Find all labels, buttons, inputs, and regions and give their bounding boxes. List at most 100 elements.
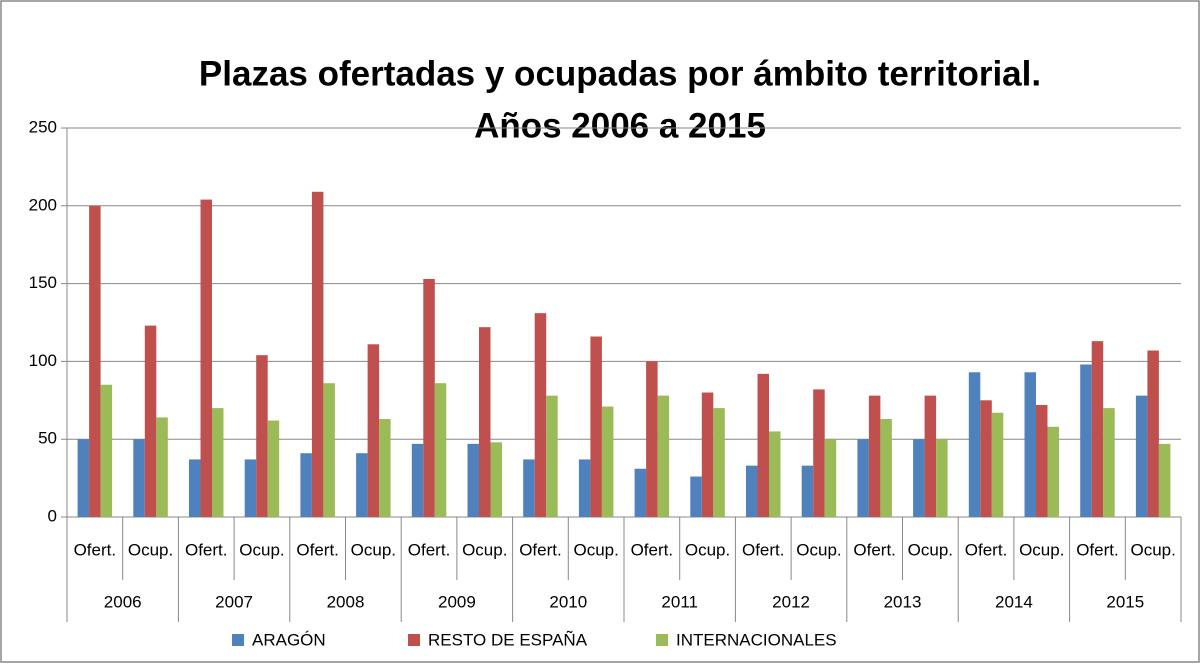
x-tick-label: Ofert. [185, 540, 228, 559]
group-label: 2012 [772, 592, 810, 611]
bar [467, 443, 479, 517]
y-tick-label: 200 [29, 195, 57, 214]
y-tick-label: 150 [29, 273, 57, 292]
group-label: 2010 [549, 592, 587, 611]
bar [379, 418, 391, 517]
bar [144, 325, 157, 517]
bar [156, 417, 168, 517]
bar [189, 459, 201, 517]
bar [968, 372, 981, 517]
x-tick-label: Ocup. [128, 540, 173, 559]
group-label: 2007 [215, 592, 253, 611]
bar [479, 327, 491, 517]
bar [701, 392, 714, 517]
bar [936, 439, 948, 517]
x-tick-label: Ocup. [908, 540, 953, 559]
legend-label: INTERNACIONALES [676, 630, 837, 649]
x-tick-label: Ofert. [1076, 540, 1119, 559]
y-tick-label: 100 [29, 351, 57, 370]
x-tick-label: Ocup. [1130, 540, 1175, 559]
bar [646, 361, 658, 517]
bar [913, 439, 925, 517]
bar [1080, 364, 1092, 517]
y-tick-label: 50 [38, 429, 57, 448]
bar [356, 453, 368, 517]
y-tick-label: 0 [48, 506, 57, 525]
x-tick-label: Ocup. [351, 540, 396, 559]
y-tick-label: 250 [29, 117, 57, 136]
bar [434, 383, 447, 517]
group-label: 2011 [661, 592, 698, 611]
bar [523, 459, 535, 517]
bar [77, 439, 90, 517]
bar [1047, 426, 1059, 517]
group-label: 2014 [995, 592, 1033, 611]
bar [746, 465, 758, 517]
x-tick-label: Ofert. [631, 540, 674, 559]
x-tick-label: Ofert. [853, 540, 896, 559]
bar [757, 373, 769, 517]
bar [200, 199, 212, 518]
bar [133, 439, 145, 517]
bar [1091, 341, 1104, 517]
x-tick-label: Ofert. [742, 540, 785, 559]
group-label: 2008 [327, 592, 365, 611]
bar [1036, 404, 1048, 517]
bar [256, 355, 268, 517]
bar [323, 383, 335, 517]
bar [713, 408, 725, 517]
bar [690, 476, 702, 517]
bar [1103, 408, 1115, 517]
bar [1158, 443, 1171, 517]
x-tick-label: Ofert. [519, 540, 562, 559]
bar [578, 459, 591, 517]
legend-swatch [408, 634, 420, 646]
bar [868, 395, 881, 517]
bar [1135, 395, 1148, 517]
bar [980, 400, 992, 517]
bar [924, 395, 937, 517]
x-tick-label: Ocup. [796, 540, 841, 559]
x-tick-label: Ocup. [462, 540, 507, 559]
bar [1024, 372, 1036, 517]
x-tick-label: Ocup. [239, 540, 284, 559]
legend-swatch [656, 634, 668, 646]
x-tick-label: Ocup. [573, 540, 618, 559]
x-tick-label: Ocup. [1019, 540, 1064, 559]
bar [534, 313, 547, 517]
bar [634, 468, 647, 517]
x-tick-label: Ofert. [296, 540, 339, 559]
bar [411, 443, 424, 517]
bar [367, 344, 380, 517]
bar [769, 431, 781, 517]
bar [300, 453, 312, 517]
bar [824, 439, 837, 517]
bar [423, 278, 435, 517]
bar [657, 395, 670, 517]
legend-swatch [232, 634, 244, 646]
x-tick-label: Ofert. [74, 540, 117, 559]
bar [601, 406, 614, 517]
bar [267, 420, 280, 517]
group-label: 2009 [438, 592, 476, 611]
group-label: 2006 [104, 592, 142, 611]
chart-title: Plazas ofertadas y ocupadas por ámbito t… [199, 54, 1041, 93]
bar [590, 336, 602, 517]
bar [857, 439, 869, 517]
chart-title: Años 2006 a 2015 [474, 106, 766, 145]
bar [311, 191, 324, 517]
bar [89, 205, 101, 518]
bar [813, 389, 825, 517]
bar [991, 412, 1004, 517]
bar [1147, 350, 1159, 517]
bar [546, 395, 558, 517]
bar [490, 442, 502, 517]
bar [100, 384, 113, 517]
bar [801, 465, 814, 517]
group-label: 2015 [1106, 592, 1144, 611]
bar [244, 459, 257, 517]
legend-label: ARAGÓN [252, 630, 326, 649]
bar [880, 418, 892, 517]
